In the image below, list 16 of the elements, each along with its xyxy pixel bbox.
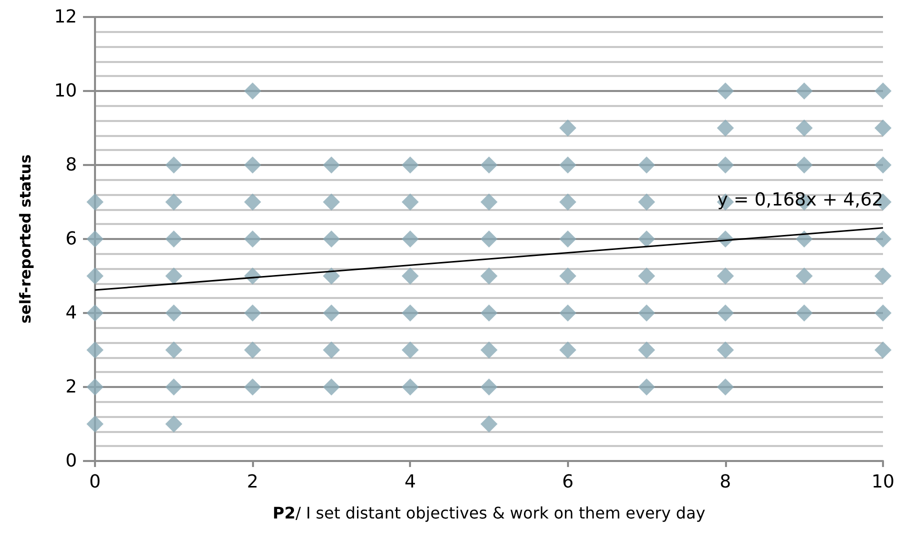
x-axis-title: P2/ I set distant objectives & work on them every day xyxy=(272,504,706,522)
x-tick-label: 10 xyxy=(872,472,894,492)
x-tick-label: 4 xyxy=(404,472,416,492)
y-tick-label: 12 xyxy=(54,6,77,28)
x-tick-label: 2 xyxy=(246,472,258,492)
y-tick-label: 2 xyxy=(66,376,77,398)
annotation: y = 0,168x + 4,62 xyxy=(717,190,884,211)
x-tick-label: 0 xyxy=(89,472,101,492)
y-tick-label: 8 xyxy=(66,154,77,176)
y-tick-label: 10 xyxy=(54,80,77,102)
y-axis-title: self-reported status xyxy=(16,154,34,324)
y-tick-label: 6 xyxy=(66,228,77,250)
x-tick-label: 8 xyxy=(720,472,732,492)
y-tick-label: 0 xyxy=(66,450,77,472)
x-tick-label: 6 xyxy=(562,472,574,492)
y-tick-label: 4 xyxy=(66,302,77,324)
